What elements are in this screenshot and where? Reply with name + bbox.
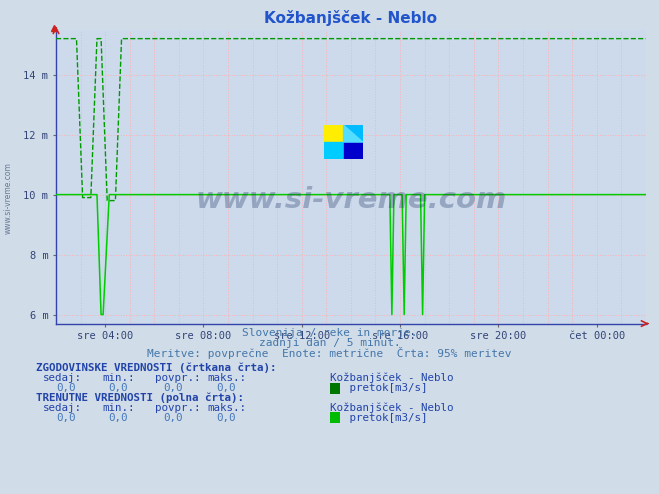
Text: Kožbanjšček - Neblo: Kožbanjšček - Neblo [330,403,453,413]
Text: www.si-vreme.com: www.si-vreme.com [195,186,507,214]
Text: 0,0: 0,0 [163,413,183,423]
Text: 0,0: 0,0 [109,383,129,393]
Text: 0,0: 0,0 [56,383,76,393]
Text: sedaj:: sedaj: [43,403,82,413]
Polygon shape [343,125,362,142]
Text: www.si-vreme.com: www.si-vreme.com [3,162,13,234]
Text: Kožbanjšček - Neblo: Kožbanjšček - Neblo [330,373,453,383]
Text: maks.:: maks.: [208,403,246,413]
Text: TRENUTNE VREDNOSTI (polna črta):: TRENUTNE VREDNOSTI (polna črta): [36,393,244,403]
Text: pretok[m3/s]: pretok[m3/s] [343,383,427,393]
Bar [343,142,362,159]
Text: Slovenija / reke in morje.: Slovenija / reke in morje. [242,328,417,338]
Text: pretok[m3/s]: pretok[m3/s] [343,413,427,423]
Bar [324,142,343,159]
Text: 0,0: 0,0 [216,383,236,393]
Text: 0,0: 0,0 [216,413,236,423]
Text: povpr.:: povpr.: [155,373,200,383]
Polygon shape [343,125,362,142]
Text: 0,0: 0,0 [163,383,183,393]
Text: min.:: min.: [102,373,134,383]
Text: maks.:: maks.: [208,373,246,383]
Text: min.:: min.: [102,403,134,413]
Bar [324,125,343,142]
Text: Meritve: povprečne  Enote: metrične  Črta: 95% meritev: Meritve: povprečne Enote: metrične Črta:… [147,347,512,359]
Title: Kožbanjšček - Neblo: Kožbanjšček - Neblo [264,10,438,26]
Text: 0,0: 0,0 [56,413,76,423]
Text: povpr.:: povpr.: [155,403,200,413]
Text: zadnji dan / 5 minut.: zadnji dan / 5 minut. [258,338,401,348]
Text: 0,0: 0,0 [109,413,129,423]
Text: sedaj:: sedaj: [43,373,82,383]
Text: ZGODOVINSKE VREDNOSTI (črtkana črta):: ZGODOVINSKE VREDNOSTI (črtkana črta): [36,363,277,373]
